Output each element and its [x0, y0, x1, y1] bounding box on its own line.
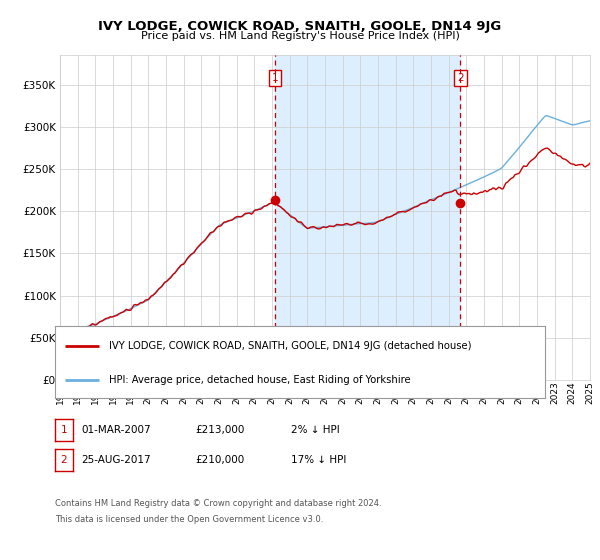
Text: 1: 1	[61, 425, 67, 435]
Text: 25-AUG-2017: 25-AUG-2017	[81, 455, 151, 465]
Text: HPI: Average price, detached house, East Riding of Yorkshire: HPI: Average price, detached house, East…	[109, 375, 410, 385]
Text: 1: 1	[272, 73, 278, 83]
Text: IVY LODGE, COWICK ROAD, SNAITH, GOOLE, DN14 9JG: IVY LODGE, COWICK ROAD, SNAITH, GOOLE, D…	[98, 20, 502, 33]
Bar	[275, 55, 460, 380]
Text: £210,000: £210,000	[195, 455, 244, 465]
Text: 2: 2	[61, 455, 67, 465]
Text: £213,000: £213,000	[195, 425, 244, 435]
Text: 2: 2	[457, 73, 463, 83]
Text: IVY LODGE, COWICK ROAD, SNAITH, GOOLE, DN14 9JG (detached house): IVY LODGE, COWICK ROAD, SNAITH, GOOLE, D…	[109, 341, 472, 351]
Text: This data is licensed under the Open Government Licence v3.0.: This data is licensed under the Open Gov…	[55, 515, 323, 524]
Text: 17% ↓ HPI: 17% ↓ HPI	[291, 455, 346, 465]
Text: Price paid vs. HM Land Registry's House Price Index (HPI): Price paid vs. HM Land Registry's House …	[140, 31, 460, 41]
Text: 2% ↓ HPI: 2% ↓ HPI	[291, 425, 340, 435]
Text: 01-MAR-2007: 01-MAR-2007	[81, 425, 151, 435]
Text: Contains HM Land Registry data © Crown copyright and database right 2024.: Contains HM Land Registry data © Crown c…	[55, 499, 382, 508]
